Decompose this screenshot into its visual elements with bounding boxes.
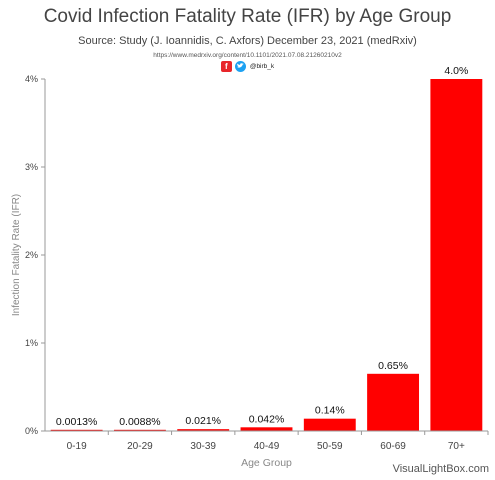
watermark: VisualLightBox.com [392, 463, 489, 475]
y-tick-label: 2% [25, 250, 38, 260]
facebook-icon[interactable]: f [220, 60, 232, 72]
data-label: 0.042% [249, 413, 285, 425]
data-label: 0.14% [315, 405, 345, 417]
data-label: 0.0088% [119, 416, 160, 428]
twitter-icon[interactable] [234, 60, 246, 72]
chart-title: Covid Infection Fatality Rate (IFR) by A… [43, 6, 452, 27]
y-tick-label: 4% [25, 74, 38, 84]
twitter-handle: @birb_k [249, 62, 275, 70]
y-tick-label: 1% [25, 338, 38, 348]
data-label: 4.0% [444, 65, 468, 77]
y-axis: 0% 1% 2% 3% 4% Infection Fatality Rate (IFR) [11, 74, 46, 436]
bar-60-69 [367, 373, 420, 431]
y-tick-label: 0% [25, 426, 38, 436]
x-tick-label: 60-69 [380, 441, 406, 452]
x-tick-label: 0-19 [67, 441, 87, 452]
source-url[interactable]: https://www.medrxiv.org/content/10.1101/… [153, 52, 342, 59]
x-tick-label: 20-29 [127, 441, 153, 452]
x-tick-label: 70+ [448, 441, 465, 452]
bar-40-49 [240, 427, 293, 431]
bar-30-39 [177, 429, 230, 431]
data-label: 0.0013% [56, 416, 97, 428]
chart-subtitle: Source: Study (J. Ioannidis, C. Axfors) … [78, 35, 417, 47]
bar-0-19 [50, 429, 103, 431]
bars: 0.0013% 0.0088% 0.021% 0.042% 0.14% 0.65% 4.0% [50, 65, 483, 431]
x-tick-label: 50-59 [317, 441, 343, 452]
bar-70+ [430, 79, 483, 431]
data-label: 0.021% [185, 415, 221, 427]
social-row: f @birb_k [0, 60, 495, 72]
x-tick-label: 40-49 [254, 441, 280, 452]
x-axis-label: Age Group [241, 457, 292, 469]
data-label: 0.65% [378, 360, 408, 372]
bar-20-29 [113, 429, 166, 431]
y-axis-label: Infection Fatality Rate (IFR) [11, 194, 22, 316]
x-tick-label: 30-39 [190, 441, 216, 452]
bar-50-59 [303, 418, 356, 431]
y-tick-label: 3% [25, 162, 38, 172]
x-axis: 0-19 20-29 30-39 40-49 50-59 60-69 70+ Age Grou… [45, 430, 489, 469]
